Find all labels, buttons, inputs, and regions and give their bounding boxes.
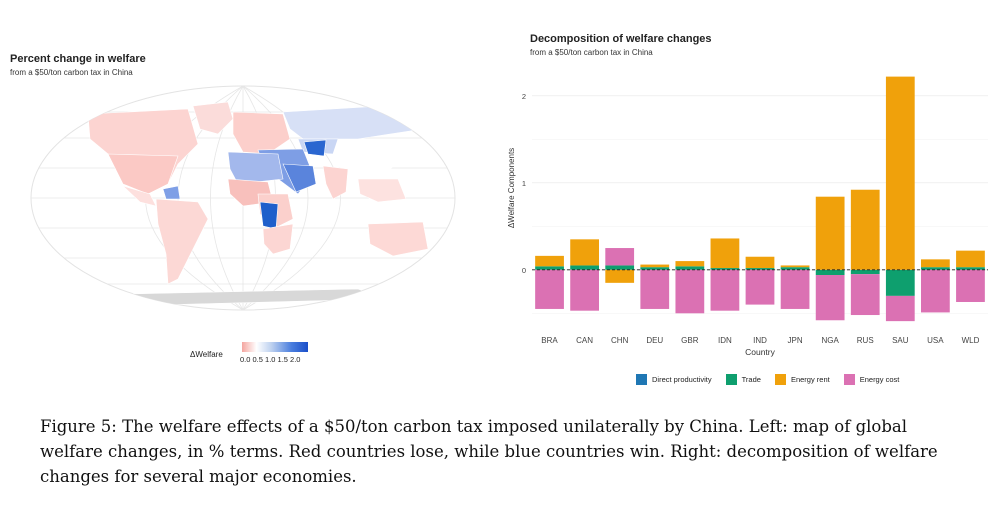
y-axis-label: ΔWelfare Components [507, 148, 516, 228]
legend-swatch [636, 374, 647, 385]
bar-segment [535, 269, 564, 309]
x-tick-label: WLD [962, 336, 980, 345]
angola [259, 201, 279, 230]
chart-subtitle: from a $50/ton carbon tax in China [530, 48, 653, 57]
bar-segment [885, 295, 915, 322]
southern-africa [262, 223, 294, 255]
y-tick-label: 2 [522, 92, 526, 101]
south-america [155, 198, 209, 285]
legend-swatch [725, 374, 737, 385]
legend-swatch [774, 374, 786, 385]
legend-item: Direct productivity [636, 374, 712, 385]
legend-label: ΔWelfare [190, 350, 223, 359]
bar-segment [850, 274, 880, 316]
southeast-asia [357, 178, 407, 203]
bar-segment [815, 196, 845, 270]
north-africa [227, 151, 284, 185]
bar-segment [745, 268, 775, 270]
bar-segment [745, 269, 775, 305]
x-tick-label: USA [927, 336, 944, 345]
australia [367, 221, 429, 257]
y-tick-label: 1 [522, 179, 526, 188]
x-tick-label: BRA [541, 336, 558, 345]
world-map [30, 85, 456, 311]
bar-segment [640, 267, 670, 270]
greenland [192, 101, 234, 135]
bar-segment [535, 266, 564, 270]
x-tick-label: DEU [646, 336, 663, 345]
mexico [122, 185, 157, 207]
bar-segment [850, 189, 880, 270]
bar-segment [745, 256, 775, 269]
bar-segment [780, 269, 810, 309]
bar-segment [710, 269, 740, 311]
map-title: Percent change in welfare [10, 53, 146, 65]
decomposition-chart: 0 1 2 ΔWelfare Components BRA CAN CHN DEU GBR IDN… [507, 76, 988, 357]
legend-colorbar [242, 342, 308, 352]
bar-segment [535, 255, 564, 267]
bar-segment [710, 268, 740, 270]
legend-item: Energy rent [774, 374, 830, 385]
legend-label: Energy cost [859, 375, 900, 384]
legend-item: Energy cost [843, 374, 900, 385]
legend-label: Trade [741, 375, 761, 384]
saudi-arabia [282, 163, 317, 193]
bar-segment [921, 267, 950, 270]
x-tick-label: IDN [718, 336, 732, 345]
x-tick-label: JPN [788, 336, 803, 345]
bar-segment [780, 265, 810, 268]
bar-segment [640, 269, 670, 309]
x-tick-label: CHN [611, 336, 629, 345]
x-tick-label: RUS [857, 336, 874, 345]
legend-item: Trade [725, 374, 761, 385]
x-tick-label: SAU [892, 336, 909, 345]
bar-segment [710, 238, 740, 269]
bar-segment [605, 269, 635, 283]
usa [107, 153, 179, 195]
y-tick-label: 0 [522, 266, 526, 275]
bar-segment [956, 267, 985, 270]
x-tick-label: IND [753, 336, 767, 345]
chart-legend: Direct productivity Trade Energy rent Energ… [636, 374, 899, 385]
bar-segment [780, 267, 810, 270]
india [322, 165, 349, 200]
figure-caption: Figure 5: The welfare effects of a $50/t… [40, 417, 938, 486]
legend-swatch [843, 374, 855, 385]
bar-segment [605, 265, 635, 270]
map-subtitle: from a $50/ton carbon tax in China [10, 68, 133, 77]
venezuela [162, 185, 181, 200]
bar-segment [675, 261, 705, 267]
bar-segment [815, 275, 845, 321]
bar-segment [675, 269, 705, 314]
x-tick-label: GBR [681, 336, 699, 345]
x-axis-label: Country [745, 347, 776, 357]
bar-segment [570, 239, 599, 266]
bar-segment [885, 269, 915, 296]
bar-segment [956, 269, 985, 302]
bar-segment [885, 76, 915, 270]
bar-segment [605, 248, 635, 266]
legend-label: Energy rent [790, 375, 830, 384]
x-tick-label: NGA [821, 336, 839, 345]
bar-segment [921, 269, 950, 313]
bar-segment [675, 266, 705, 270]
bar-segment [815, 269, 845, 276]
chart-title: Decomposition of welfare changes [530, 33, 712, 45]
bar-segment [570, 265, 599, 270]
bar-segment [921, 259, 950, 268]
bar-segment [570, 269, 599, 311]
gulf [303, 139, 327, 157]
legend-label: Direct productivity [652, 375, 712, 384]
bar-segment [956, 250, 985, 268]
x-tick-label: CAN [576, 336, 593, 345]
bar-segment [640, 264, 670, 268]
legend-ticks: 0.0 0.5 1.0 1.5 2.0 [240, 355, 301, 364]
bar-segment [850, 269, 880, 275]
